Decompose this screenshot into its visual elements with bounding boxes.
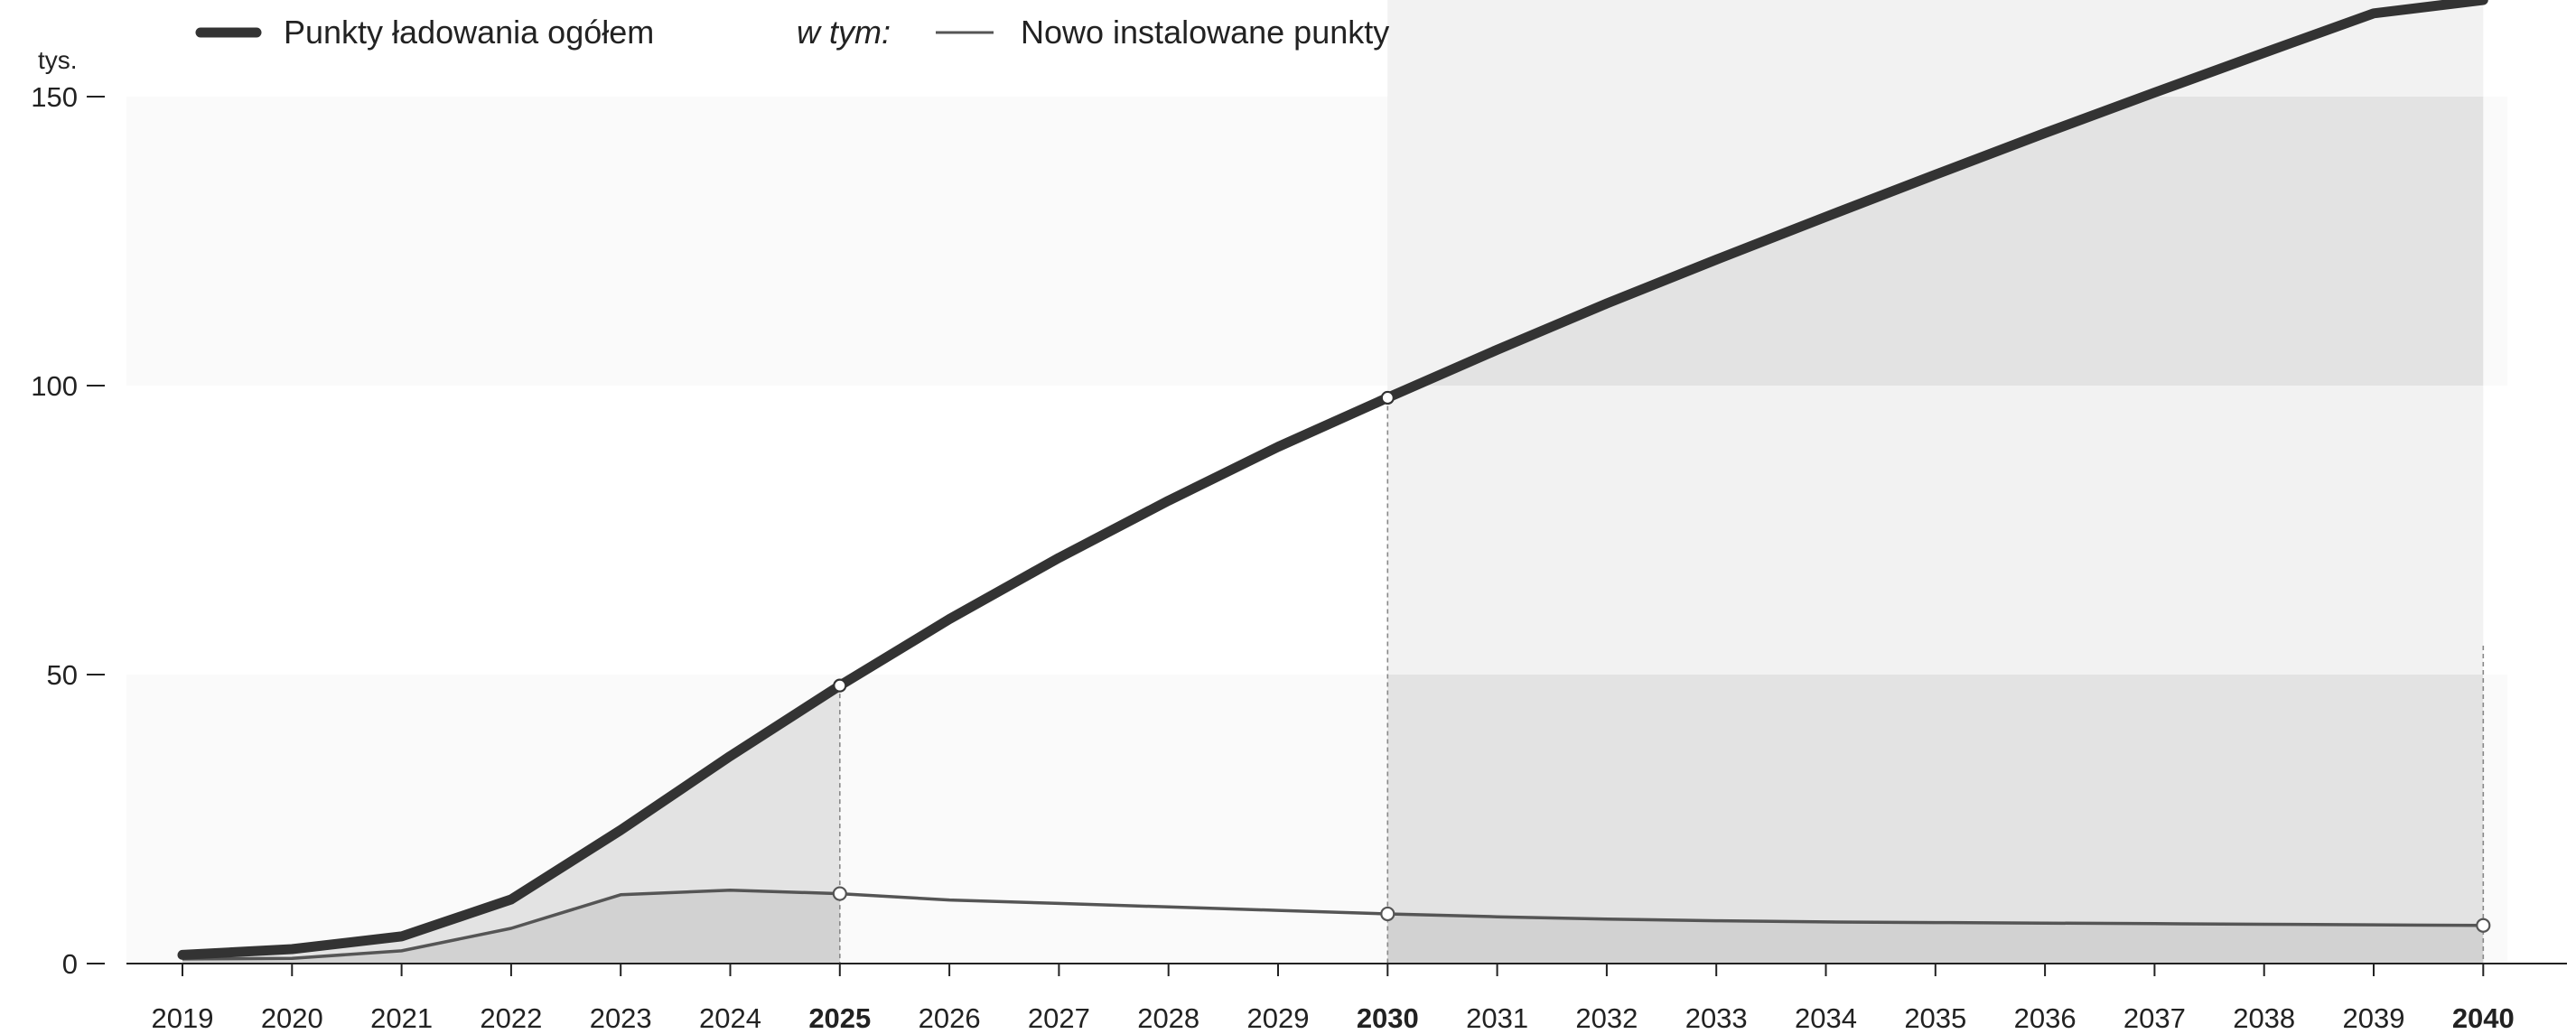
point-markers — [832, 390, 2491, 933]
point-marker-s1-2025 — [832, 886, 847, 901]
x-tick-label: 2023 — [590, 1002, 652, 1034]
x-tick-label: 2034 — [1795, 1002, 1857, 1034]
point-marker-s1-2030 — [1380, 906, 1395, 922]
x-tick-label: 2029 — [1247, 1002, 1310, 1034]
background-bands — [126, 0, 2507, 964]
axes: tys. — [38, 46, 2567, 964]
x-tick-label: 2025 — [808, 1002, 871, 1034]
x-tick-label: 2024 — [699, 1002, 761, 1034]
x-tick-label: 2037 — [2123, 1002, 2186, 1034]
line-total-points — [177, 0, 2488, 960]
x-tick-label: 2031 — [1466, 1002, 1528, 1034]
y-axis-unit-label: tys. — [38, 46, 78, 74]
region-band-after-2030 — [1387, 386, 2484, 675]
x-tick-label: 2022 — [480, 1002, 542, 1034]
x-axis-ticks: 2019 2020 2021 2022 2023 2024 2025 2026 2027 2028… — [152, 964, 2515, 1034]
x-tick-label: 2036 — [2014, 1002, 2077, 1034]
x-tick-label: 2040 — [2452, 1002, 2515, 1034]
x-tick-label: 2032 — [1575, 1002, 1638, 1034]
point-marker-s0-2030 — [1380, 390, 1395, 405]
legend-label-total: Punkty ładowania ogółem — [284, 14, 654, 51]
x-tick-label: 2021 — [370, 1002, 433, 1034]
areas — [182, 0, 2484, 964]
x-tick-label: 2020 — [261, 1002, 323, 1034]
x-tick-label: 2027 — [1028, 1002, 1090, 1034]
point-marker-s0-2025 — [833, 678, 847, 693]
x-tick-label: 2035 — [1904, 1002, 1966, 1034]
x-tick-label: 2038 — [2233, 1002, 2295, 1034]
y-tick-label: 100 — [31, 370, 78, 402]
point-marker-s1-2040 — [2476, 918, 2491, 933]
y-tick-label: 0 — [62, 948, 78, 980]
area-new-2030-2040 — [1387, 914, 2484, 964]
reference-lines — [838, 397, 2485, 964]
area-new-to-2025 — [182, 890, 840, 964]
line-new-installations — [182, 888, 2484, 961]
legend-prefix: w tym: — [797, 14, 891, 51]
legend: Punkty ładowania ogółem w tym: Nowo inst… — [195, 14, 1389, 51]
x-tick-label: 2028 — [1137, 1002, 1199, 1034]
x-tick-label: 2033 — [1685, 1002, 1748, 1034]
region-above-total-line — [1387, 0, 2484, 398]
x-tick-label: 2026 — [919, 1002, 981, 1034]
x-tick-label: 2019 — [152, 1002, 214, 1034]
y-tick-label: 50 — [47, 659, 78, 691]
region-band-after-2030 — [1387, 675, 2484, 964]
y-tick-label: 150 — [31, 81, 78, 113]
x-tick-label: 2030 — [1357, 1002, 1419, 1034]
legend-label-new: Nowo instalowane punkty — [1021, 14, 1389, 51]
y-axis-ticks: 0 50 100 150 — [31, 81, 105, 980]
x-tick-label: 2039 — [2343, 1002, 2405, 1034]
series-lines — [177, 0, 2488, 961]
